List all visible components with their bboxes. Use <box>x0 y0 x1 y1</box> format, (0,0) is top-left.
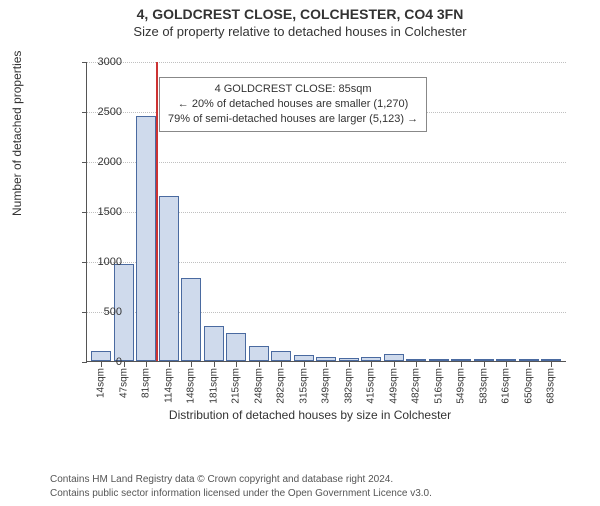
histogram-bar <box>406 359 426 361</box>
ytick-mark <box>82 362 87 363</box>
footer-line-2: Contains public sector information licen… <box>50 487 432 501</box>
grid-line <box>87 162 566 163</box>
ytick-mark <box>82 162 87 163</box>
xtick-label: 215sqm <box>231 368 242 404</box>
ytick-mark <box>82 262 87 263</box>
xtick-mark <box>551 362 552 367</box>
info-box-line: 79% of semi-detached houses are larger (… <box>168 112 418 127</box>
y-axis-label: Number of detached properties <box>10 51 24 216</box>
ytick-label: 2000 <box>88 156 122 168</box>
xtick-mark <box>416 362 417 367</box>
histogram-bar <box>339 358 359 361</box>
xtick-label: 282sqm <box>276 368 287 404</box>
chart-subtitle: Size of property relative to detached ho… <box>0 24 600 39</box>
marker-line <box>156 62 158 361</box>
xtick-mark <box>371 362 372 367</box>
ytick-label: 1000 <box>88 256 122 268</box>
grid-line <box>87 62 566 63</box>
histogram-bar <box>159 196 179 361</box>
xtick-mark <box>236 362 237 367</box>
xtick-label: 415sqm <box>366 368 377 404</box>
xtick-mark <box>529 362 530 367</box>
ytick-label: 3000 <box>88 56 122 68</box>
info-box-line: ← 20% of detached houses are smaller (1,… <box>168 97 418 112</box>
ytick-label: 1500 <box>88 206 122 218</box>
xtick-mark <box>304 362 305 367</box>
xtick-mark <box>281 362 282 367</box>
footer-attribution: Contains HM Land Registry data © Crown c… <box>50 473 432 500</box>
x-axis-label: Distribution of detached houses by size … <box>50 408 570 422</box>
histogram-bar <box>384 354 404 362</box>
xtick-label: 549sqm <box>456 368 467 404</box>
chart-container: 14sqm 47sqm 81sqm 114sqm 148sqm 181sqm 215sqm 2… <box>50 56 570 416</box>
ytick-label: 2500 <box>88 106 122 118</box>
ytick-mark <box>82 112 87 113</box>
histogram-bar <box>204 326 224 361</box>
histogram-bar <box>316 357 336 362</box>
xtick-mark <box>124 362 125 367</box>
xtick-mark <box>349 362 350 367</box>
xtick-label: 81sqm <box>141 368 152 398</box>
ytick-mark <box>82 62 87 63</box>
xtick-label: 650sqm <box>523 368 534 404</box>
xtick-label: 349sqm <box>321 368 332 404</box>
histogram-bar <box>451 359 471 361</box>
xtick-label: 14sqm <box>96 368 107 398</box>
xtick-label: 616sqm <box>501 368 512 404</box>
histogram-bar <box>541 359 561 361</box>
xtick-mark <box>461 362 462 367</box>
histogram-bar <box>226 333 246 361</box>
xtick-label: 482sqm <box>411 368 422 404</box>
xtick-label: 583sqm <box>478 368 489 404</box>
histogram-bar <box>496 359 516 361</box>
histogram-bar <box>249 346 269 361</box>
histogram-bar <box>181 278 201 361</box>
xtick-label: 382sqm <box>343 368 354 404</box>
histogram-bar <box>519 359 539 361</box>
ytick-label: 500 <box>88 306 122 318</box>
histogram-bar <box>136 116 156 361</box>
xtick-mark <box>169 362 170 367</box>
chart-title: 4, GOLDCREST CLOSE, COLCHESTER, CO4 3FN <box>0 6 600 22</box>
xtick-mark <box>394 362 395 367</box>
xtick-mark <box>146 362 147 367</box>
histogram-bar <box>429 359 449 361</box>
histogram-bar <box>294 355 314 361</box>
histogram-bar <box>271 351 291 361</box>
xtick-mark <box>259 362 260 367</box>
xtick-mark <box>326 362 327 367</box>
xtick-label: 47sqm <box>118 368 129 398</box>
xtick-label: 148sqm <box>186 368 197 404</box>
plot-area: 14sqm47sqm81sqm114sqm148sqm181sqm215sqm2… <box>86 62 566 362</box>
xtick-label: 516sqm <box>433 368 444 404</box>
xtick-label: 315sqm <box>298 368 309 404</box>
info-box: 4 GOLDCREST CLOSE: 85sqm← 20% of detache… <box>159 77 427 132</box>
xtick-mark <box>214 362 215 367</box>
xtick-label: 449sqm <box>388 368 399 404</box>
footer-line-1: Contains HM Land Registry data © Crown c… <box>50 473 432 487</box>
info-box-line: 4 GOLDCREST CLOSE: 85sqm <box>168 82 418 97</box>
ytick-mark <box>82 212 87 213</box>
xtick-mark <box>191 362 192 367</box>
xtick-label: 248sqm <box>253 368 264 404</box>
xtick-mark <box>484 362 485 367</box>
histogram-bar <box>361 357 381 361</box>
xtick-mark <box>506 362 507 367</box>
xtick-label: 114sqm <box>163 368 174 403</box>
ytick-label: 0 <box>88 356 122 368</box>
histogram-bar <box>474 359 494 361</box>
xtick-label: 181sqm <box>208 368 219 404</box>
ytick-mark <box>82 312 87 313</box>
xtick-mark <box>439 362 440 367</box>
xtick-label: 683sqm <box>546 368 557 404</box>
